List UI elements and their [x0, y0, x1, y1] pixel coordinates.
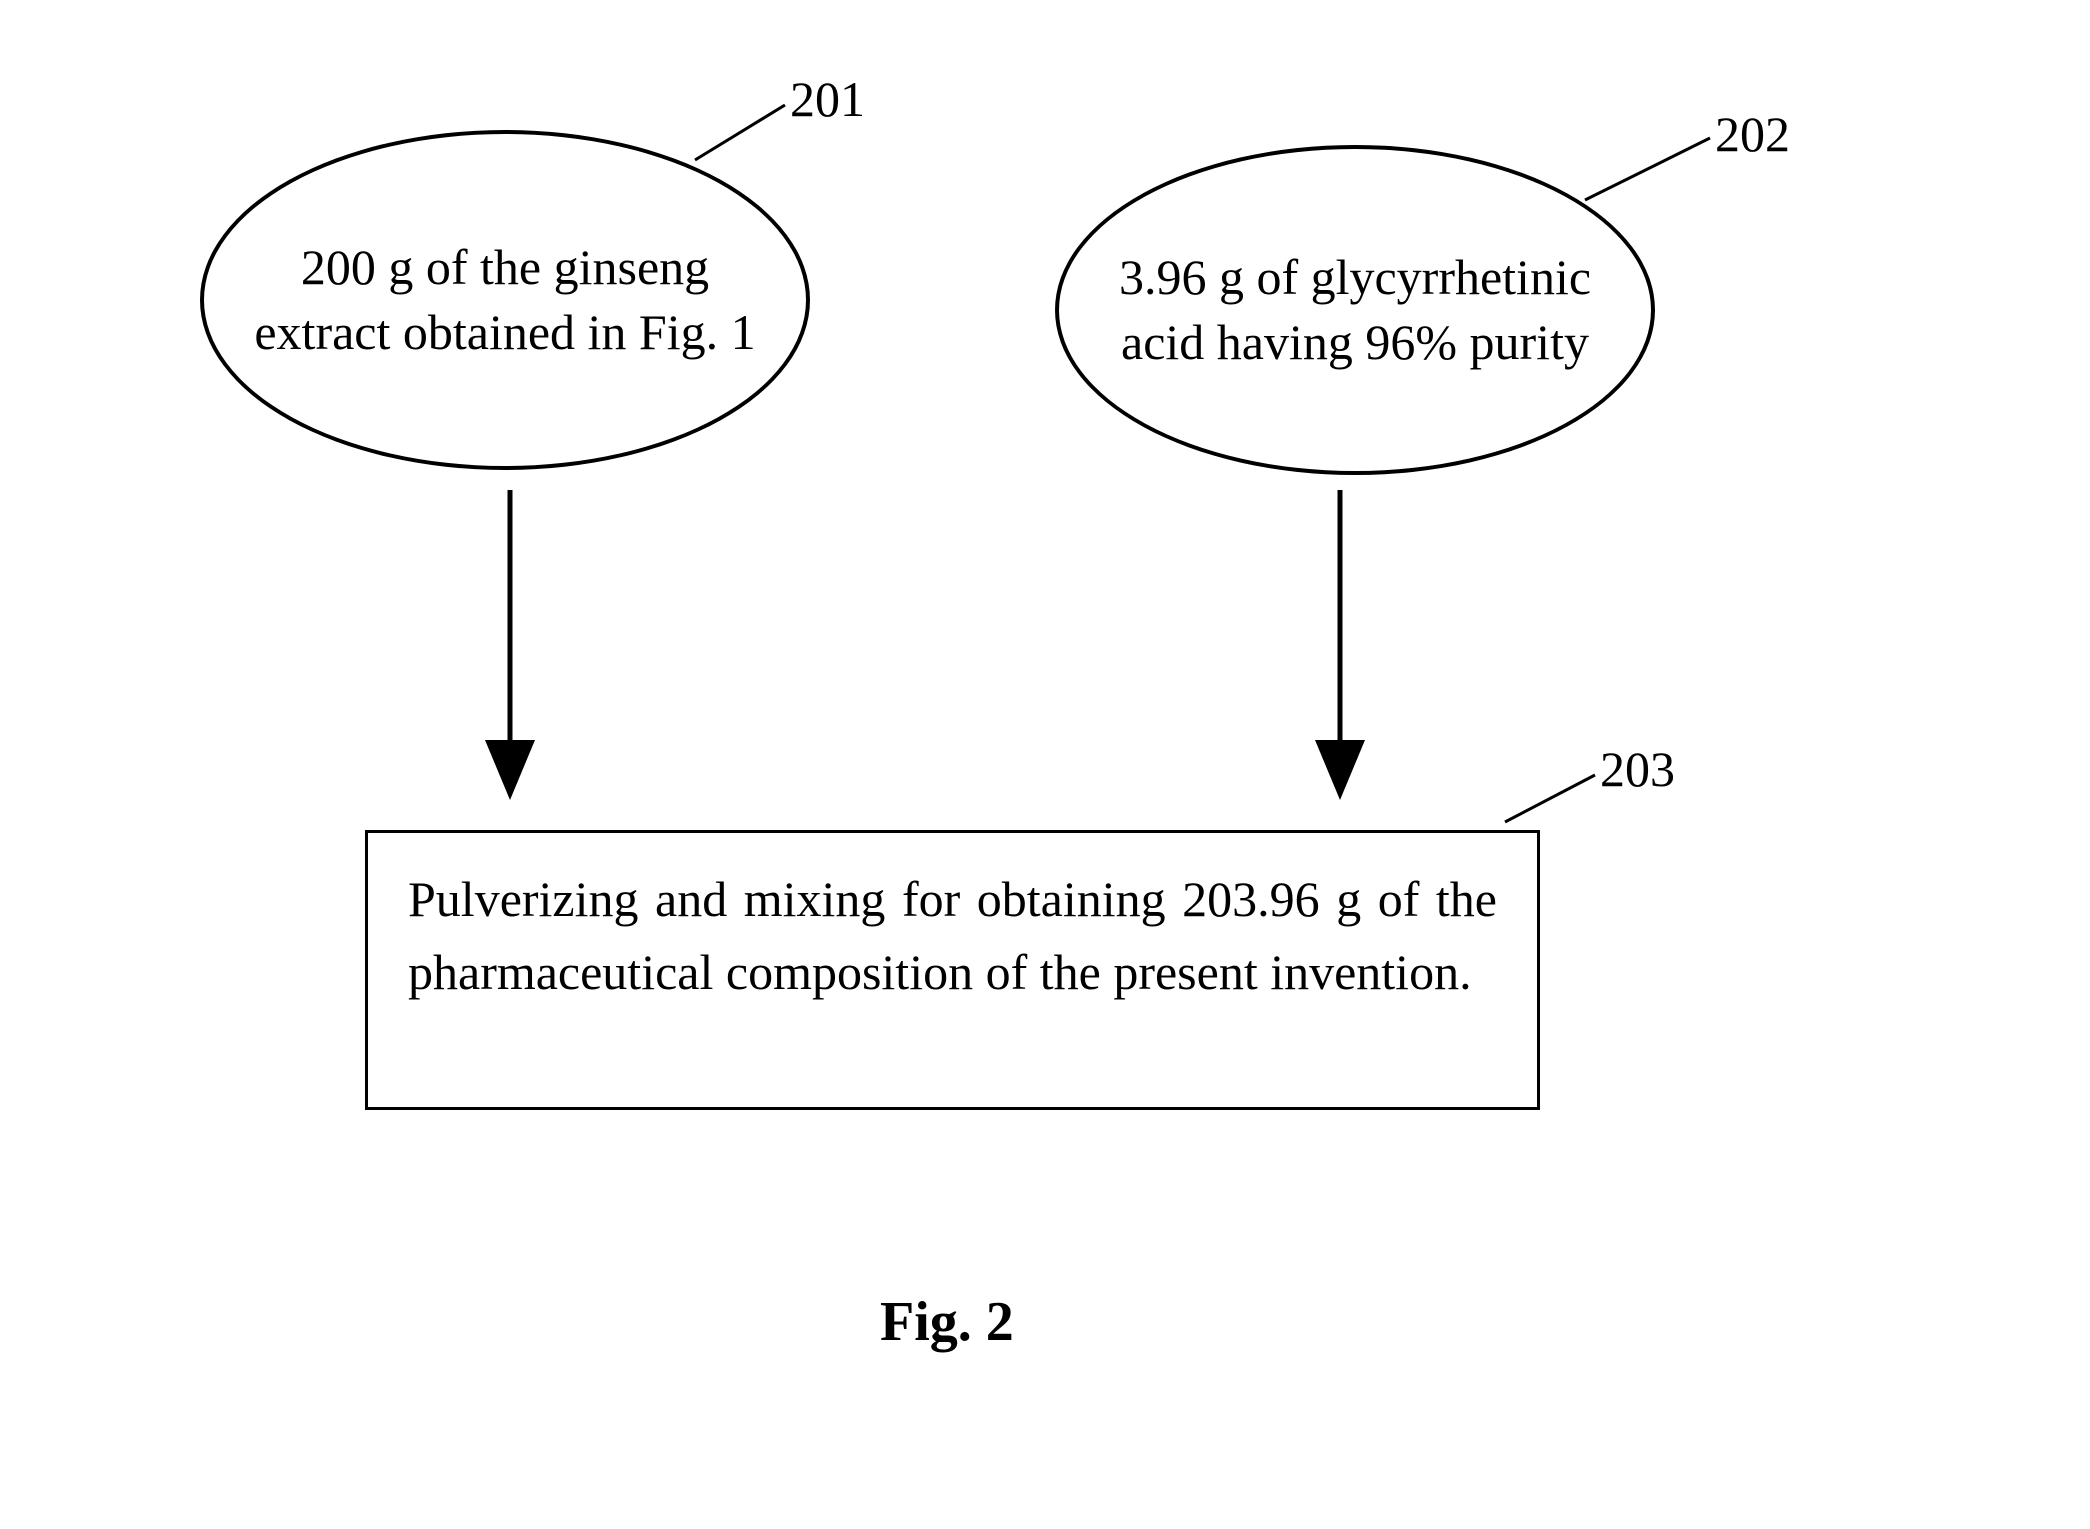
node-202-text: 3.96 g of glycyrrhetinic acid having 96%…: [1109, 245, 1601, 375]
label-203: 203: [1600, 740, 1675, 798]
figure-caption: Fig. 2: [880, 1290, 1014, 1354]
label-201: 201: [790, 70, 865, 128]
node-201-ellipse: 200 g of the ginseng extract obtained in…: [200, 130, 810, 470]
node-203-text: Pulverizing and mixing for obtaining 203…: [408, 863, 1497, 1008]
node-201-text: 200 g of the ginseng extract obtained in…: [254, 235, 756, 365]
node-203-box: Pulverizing and mixing for obtaining 203…: [365, 830, 1540, 1110]
label-202: 202: [1715, 105, 1790, 163]
node-202-ellipse: 3.96 g of glycyrrhetinic acid having 96%…: [1055, 145, 1655, 475]
